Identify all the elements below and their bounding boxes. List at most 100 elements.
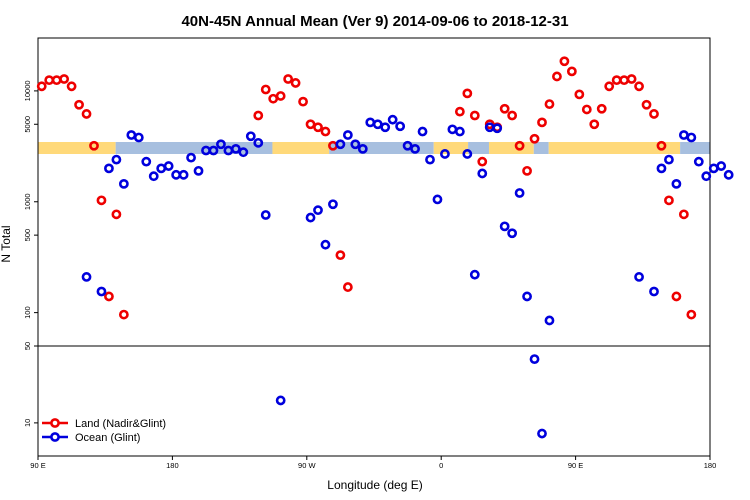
data-point-ocean	[380, 122, 391, 133]
data-point-land	[342, 282, 353, 292]
data-point-ocean	[499, 221, 510, 232]
data-point-ocean	[178, 169, 189, 180]
data-point-ocean	[723, 169, 734, 180]
data-point-land	[81, 109, 92, 119]
surface-bands	[38, 142, 710, 154]
data-point-land	[574, 89, 585, 100]
data-point-ocean	[417, 126, 428, 137]
data-point-land	[320, 126, 331, 137]
data-point-land	[626, 74, 637, 84]
data-point-ocean	[544, 315, 555, 326]
y-tick-label: 100	[23, 306, 32, 319]
band-land-8	[548, 142, 681, 154]
data-point-ocean	[664, 154, 674, 165]
data-point-ocean	[163, 161, 174, 171]
data-point-land	[454, 106, 465, 117]
data-point-land	[268, 93, 279, 104]
data-point-land	[290, 78, 301, 88]
data-point-land	[522, 165, 532, 176]
data-point-land	[96, 195, 107, 206]
data-point-land	[596, 103, 607, 114]
legend-label: Ocean (Glint)	[75, 432, 140, 444]
data-point-land	[462, 88, 473, 99]
data-point-ocean	[313, 205, 323, 216]
y-tick-label: 10000	[23, 80, 32, 101]
data-point-ocean	[133, 132, 144, 143]
data-point-ocean	[432, 194, 443, 205]
data-point-ocean	[171, 169, 182, 180]
data-point-land	[664, 195, 674, 206]
data-point-land	[634, 81, 644, 92]
data-point-land	[507, 110, 518, 121]
plot-frame	[37, 37, 711, 457]
data-point-ocean	[148, 171, 159, 182]
data-point-ocean	[477, 168, 488, 179]
data-point-ocean	[678, 130, 689, 140]
data-point-ocean	[111, 154, 122, 165]
data-point-ocean	[522, 291, 532, 302]
y-tick-label: 50	[23, 342, 32, 350]
x-tick-label: 90 E	[568, 461, 583, 470]
band-ocean-3	[329, 142, 434, 154]
y-axis: 100 500 1000 5000 10000 10 50	[23, 80, 38, 427]
data-point-ocean	[402, 140, 413, 151]
data-point-ocean	[275, 395, 286, 406]
band-land-2	[272, 142, 330, 154]
band-land-0	[38, 142, 116, 154]
data-point-land	[529, 133, 540, 144]
data-point-land	[499, 103, 510, 114]
y-tick-label: 5000	[23, 116, 32, 133]
data-point-ocean	[357, 143, 368, 154]
data-point-ocean	[469, 269, 480, 280]
data-point-ocean	[141, 156, 152, 167]
data-point-land	[305, 119, 316, 130]
x-tick-label: 180	[166, 461, 179, 470]
data-point-land	[89, 140, 99, 151]
data-point-land	[649, 109, 659, 119]
data-point-ocean	[118, 178, 129, 189]
data-point-ocean	[342, 130, 353, 140]
data-point-ocean	[656, 163, 667, 174]
y-tick-label: 10	[23, 419, 32, 427]
data-point-ocean	[693, 156, 704, 167]
data-point-land	[335, 250, 346, 261]
data-point-ocean	[701, 171, 712, 182]
plot-area	[37, 37, 711, 457]
data-point-land	[59, 74, 70, 84]
data-point-land	[36, 81, 47, 92]
data-point-ocean	[186, 152, 196, 163]
y-tick-label: 1000	[23, 193, 32, 210]
series-land	[36, 56, 697, 320]
data-point-ocean	[425, 154, 435, 165]
data-point-ocean	[462, 149, 473, 159]
data-point-land	[118, 309, 129, 320]
data-point-ocean	[350, 139, 361, 150]
data-point-ocean	[208, 145, 219, 156]
data-point-ocean	[365, 117, 376, 128]
data-point-land	[566, 66, 577, 77]
data-point-land	[51, 75, 62, 86]
data-point-land	[611, 75, 622, 86]
data-point-ocean	[193, 165, 204, 176]
data-point-ocean	[104, 163, 114, 174]
data-point-ocean	[238, 147, 249, 158]
chart-title: 40N-45N Annual Mean (Ver 9) 2014-09-06 t…	[181, 13, 568, 30]
x-tick-label: 0	[439, 461, 443, 470]
data-point-land	[111, 209, 122, 220]
data-point-ocean	[230, 143, 241, 154]
legend: Land (Nadir&Glint) Ocean (Glint)	[42, 418, 166, 444]
x-tick-label: 90 E	[30, 461, 45, 470]
data-point-land	[678, 209, 689, 220]
data-point-land	[253, 110, 264, 121]
data-point-ocean	[537, 428, 547, 439]
data-point-ocean	[395, 121, 406, 132]
band-ocean-7	[533, 142, 549, 154]
data-point-ocean	[253, 137, 264, 148]
data-point-land	[298, 96, 308, 107]
data-point-land	[66, 81, 77, 92]
band-ocean-1	[115, 142, 273, 154]
legend-marker	[50, 432, 60, 442]
data-point-ocean	[328, 199, 338, 210]
data-point-land	[275, 91, 286, 101]
data-point-land	[552, 71, 562, 82]
